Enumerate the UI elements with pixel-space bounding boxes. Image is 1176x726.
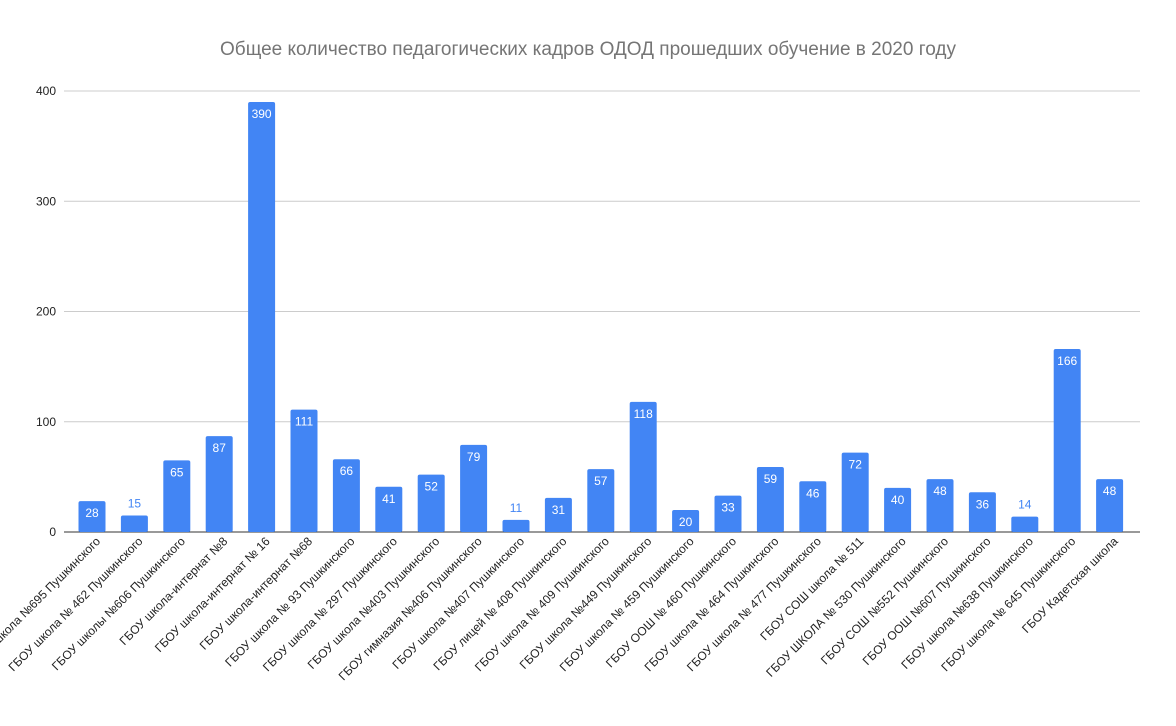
bar bbox=[799, 481, 827, 532]
bar bbox=[248, 102, 276, 533]
bar bbox=[714, 495, 742, 532]
bar bbox=[1096, 479, 1124, 532]
bar bbox=[1053, 348, 1081, 532]
bar bbox=[375, 486, 403, 532]
bar bbox=[587, 469, 615, 532]
bar bbox=[163, 460, 191, 532]
bar bbox=[968, 492, 996, 532]
data-label: 57 bbox=[594, 474, 608, 488]
gridlines bbox=[64, 90, 1140, 533]
data-labels: 28 15 65 87 390 111 66 41 52 79 11 31 57 118 20 33 59 46 7… bbox=[85, 107, 1116, 529]
bar bbox=[841, 452, 869, 532]
bar bbox=[78, 501, 106, 532]
y-tick-label: 200 bbox=[36, 305, 56, 319]
bar bbox=[756, 466, 784, 532]
data-label: 66 bbox=[340, 464, 354, 478]
bar bbox=[884, 487, 912, 532]
data-label: 36 bbox=[976, 497, 990, 511]
data-label: 48 bbox=[1103, 484, 1117, 498]
chart-title: Общее количество педагогических кадров О… bbox=[220, 39, 956, 60]
y-tick-label: 100 bbox=[36, 415, 56, 429]
data-label: 28 bbox=[85, 506, 99, 520]
bar bbox=[290, 409, 318, 532]
data-label: 59 bbox=[764, 472, 778, 486]
data-label: 52 bbox=[425, 480, 439, 494]
data-label: 48 bbox=[933, 484, 947, 498]
data-label: 20 bbox=[679, 515, 693, 529]
bar bbox=[502, 519, 530, 532]
data-label: 15 bbox=[128, 496, 142, 510]
bars bbox=[78, 102, 1124, 533]
data-label: 31 bbox=[552, 503, 566, 517]
data-label: 79 bbox=[467, 450, 481, 464]
data-label: 72 bbox=[849, 458, 863, 472]
bar bbox=[205, 436, 233, 532]
data-label: 33 bbox=[721, 501, 735, 515]
y-axis-ticks: 0 100 200 300 400 bbox=[36, 84, 56, 539]
data-label: 65 bbox=[170, 465, 184, 479]
data-label: 41 bbox=[382, 492, 396, 506]
data-label: 40 bbox=[891, 493, 905, 507]
data-label: 166 bbox=[1057, 354, 1077, 368]
data-label: 14 bbox=[1018, 498, 1032, 512]
bar bbox=[629, 401, 657, 532]
y-tick-label: 0 bbox=[49, 525, 56, 539]
data-label: 118 bbox=[634, 407, 653, 421]
data-label: 390 bbox=[252, 107, 272, 121]
y-tick-label: 300 bbox=[36, 194, 56, 208]
data-label: 11 bbox=[510, 501, 523, 515]
bar bbox=[417, 474, 445, 532]
data-label: 87 bbox=[213, 441, 227, 455]
y-tick-label: 400 bbox=[36, 84, 56, 98]
x-tick-label: ГБОУ школа №695 Пушкинского bbox=[0, 534, 103, 672]
bar bbox=[460, 444, 488, 532]
bar bbox=[1011, 516, 1039, 532]
data-label: 111 bbox=[295, 415, 314, 429]
bar bbox=[332, 459, 360, 532]
bar bbox=[544, 497, 572, 532]
bar bbox=[120, 515, 148, 532]
bar bbox=[672, 509, 700, 532]
data-label: 46 bbox=[806, 486, 820, 500]
bar bbox=[926, 479, 954, 532]
